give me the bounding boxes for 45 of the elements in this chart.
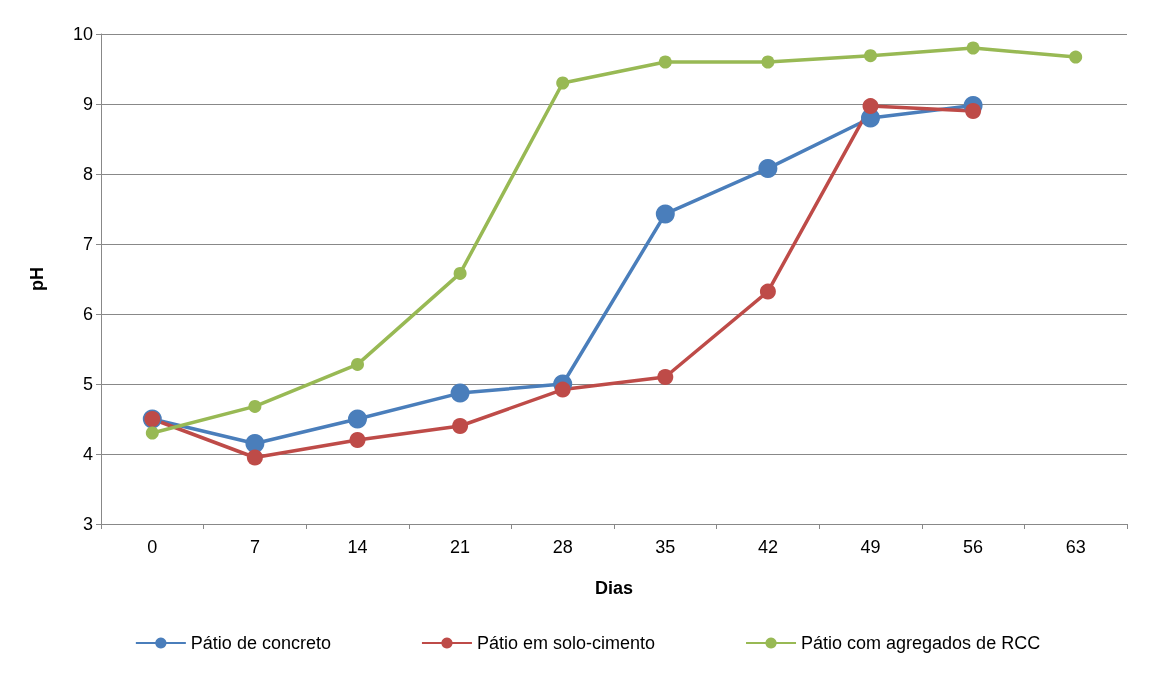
point [349, 432, 366, 448]
x-tick-label: 28 [552, 537, 573, 557]
x-tick-label: 56 [963, 537, 984, 557]
y-tick-label: 6 [82, 304, 93, 324]
point [1069, 50, 1083, 64]
legend-label: Pátio com agregados de RCC [801, 633, 1041, 653]
x-tick-label: 21 [450, 537, 471, 557]
y-tick-label: 9 [82, 94, 93, 114]
point [655, 204, 675, 224]
point [965, 103, 982, 119]
y-tick-label: 3 [82, 514, 93, 534]
x-axis-title: Dias [594, 578, 634, 598]
point [554, 381, 571, 398]
point [759, 283, 776, 300]
y-tick-label: 5 [82, 374, 93, 394]
y-tick-label: 4 [82, 444, 93, 464]
point [758, 158, 778, 178]
point [248, 399, 262, 413]
y-tick-label: 7 [82, 234, 93, 254]
point [864, 49, 877, 63]
point [453, 266, 467, 280]
x-tick-label: 0 [147, 537, 158, 557]
point [348, 409, 367, 429]
y-axis-title: pH [27, 267, 47, 291]
point [658, 55, 672, 69]
point [862, 98, 879, 115]
x-tick-label: 42 [757, 537, 778, 557]
x-tick-label: 7 [249, 537, 260, 557]
point [966, 41, 980, 55]
point [246, 449, 263, 466]
point [556, 76, 570, 90]
y-tick-label: 8 [82, 164, 93, 184]
x-tick-label: 49 [860, 537, 881, 557]
point [450, 383, 470, 403]
x-tick-label: 63 [1065, 537, 1086, 557]
y-tick-label: 10 [72, 24, 93, 44]
x-tick-label: 35 [655, 537, 676, 557]
point [452, 418, 469, 434]
x-tick-label: 14 [347, 537, 368, 557]
point [145, 426, 159, 440]
legend-label: Pátio em solo-cimento [476, 633, 656, 653]
point [657, 369, 674, 385]
point [351, 357, 364, 371]
legend-label: Pátio de concreto [190, 633, 331, 653]
point [761, 55, 775, 69]
